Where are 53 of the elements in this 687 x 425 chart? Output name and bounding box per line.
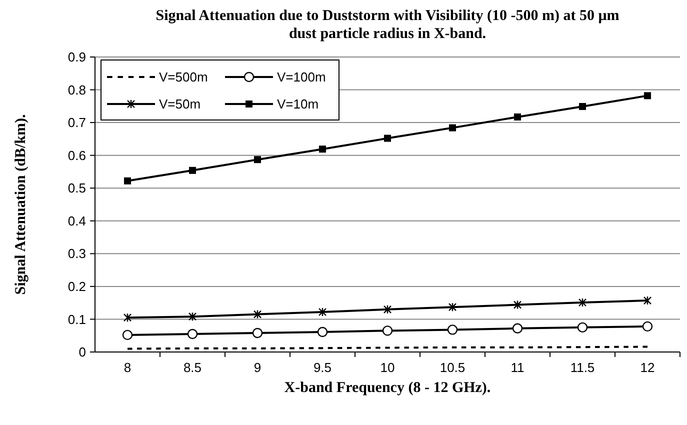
point: [448, 302, 457, 312]
x-tick-label: 11.5: [570, 360, 595, 375]
y-tick-label: 0.4: [68, 213, 86, 228]
legend-label: V=50m: [159, 96, 201, 112]
y-tick-label: 0.9: [68, 50, 86, 65]
point: [644, 92, 651, 100]
point: [124, 177, 131, 184]
chart-title: Signal Attenuation due to Duststorm with Visibility (10 -500 m) at 50 μm dust particle radius in X-band.: [156, 8, 620, 42]
y-tick-label: 0.2: [68, 278, 86, 294]
legend-label: V=500m: [159, 70, 208, 85]
point: [513, 300, 522, 310]
x-tick-label: 10.5: [440, 360, 466, 375]
point: [318, 307, 327, 317]
point: [512, 323, 523, 334]
point: [447, 324, 458, 335]
y-tick-label: 0.3: [68, 246, 86, 262]
x-tick-label: 8: [124, 360, 132, 375]
x-tick-label: 11: [510, 360, 524, 375]
point: [187, 328, 198, 340]
point: [642, 321, 653, 332]
y-tick-label: 0.1: [68, 312, 86, 327]
point: [384, 134, 391, 142]
point: [579, 102, 586, 110]
y-tick-label: 0.5: [68, 180, 86, 196]
x-tick-label: 10: [380, 360, 395, 375]
point: [123, 312, 132, 322]
point: [578, 298, 587, 308]
point: [254, 156, 261, 164]
point: [317, 326, 328, 338]
y-tick-label: 0: [78, 344, 86, 360]
legend-label: V=100m: [277, 70, 326, 85]
legend-label: V=10m: [277, 96, 319, 112]
point: [643, 296, 652, 306]
y-tick-label: 0.8: [68, 82, 86, 98]
x-tick-label: 8.5: [183, 360, 202, 375]
point: [577, 322, 588, 333]
point: [252, 328, 263, 338]
point: [189, 166, 196, 174]
point: [319, 146, 326, 153]
x-tick-label: 9: [254, 360, 262, 375]
point: [514, 113, 521, 120]
y-tick-label: 0.6: [68, 148, 86, 163]
x-tick-label: 9.5: [313, 360, 332, 375]
point: [383, 304, 392, 314]
point: [253, 310, 262, 319]
y-axis-title: Signal Attenuation (dB/km).: [13, 114, 29, 295]
x-axis-title: X-band Frequency (8 - 12 GHz).: [284, 380, 491, 396]
point: [382, 326, 393, 336]
point: [188, 312, 197, 322]
point: [449, 124, 456, 132]
point: [122, 330, 133, 340]
x-tick-label: 12: [640, 360, 655, 375]
y-tick-label: 0.7: [68, 115, 86, 130]
